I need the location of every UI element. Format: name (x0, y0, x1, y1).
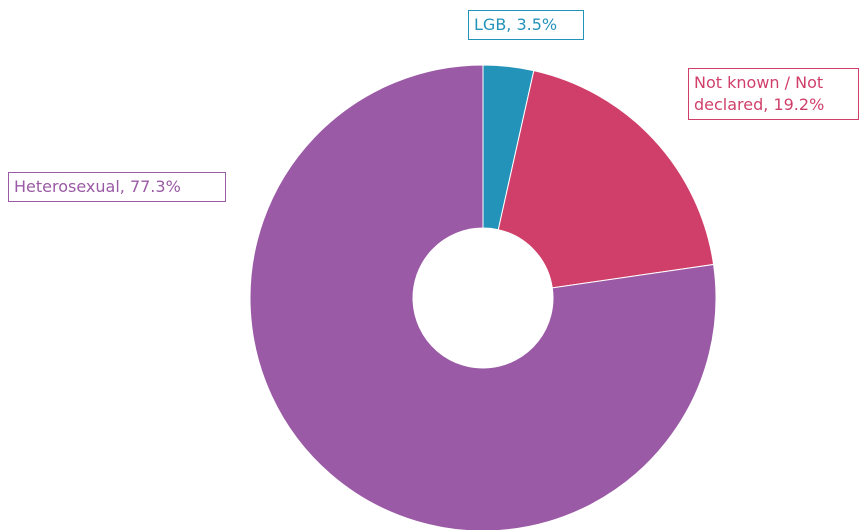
donut-slice (249, 64, 717, 530)
slice-label: Heterosexual, 77.3% (8, 172, 226, 202)
slice-label: LGB, 3.5% (468, 10, 584, 40)
donut-slice (497, 70, 715, 289)
slice-label: Not known / Not declared, 19.2% (688, 68, 859, 120)
